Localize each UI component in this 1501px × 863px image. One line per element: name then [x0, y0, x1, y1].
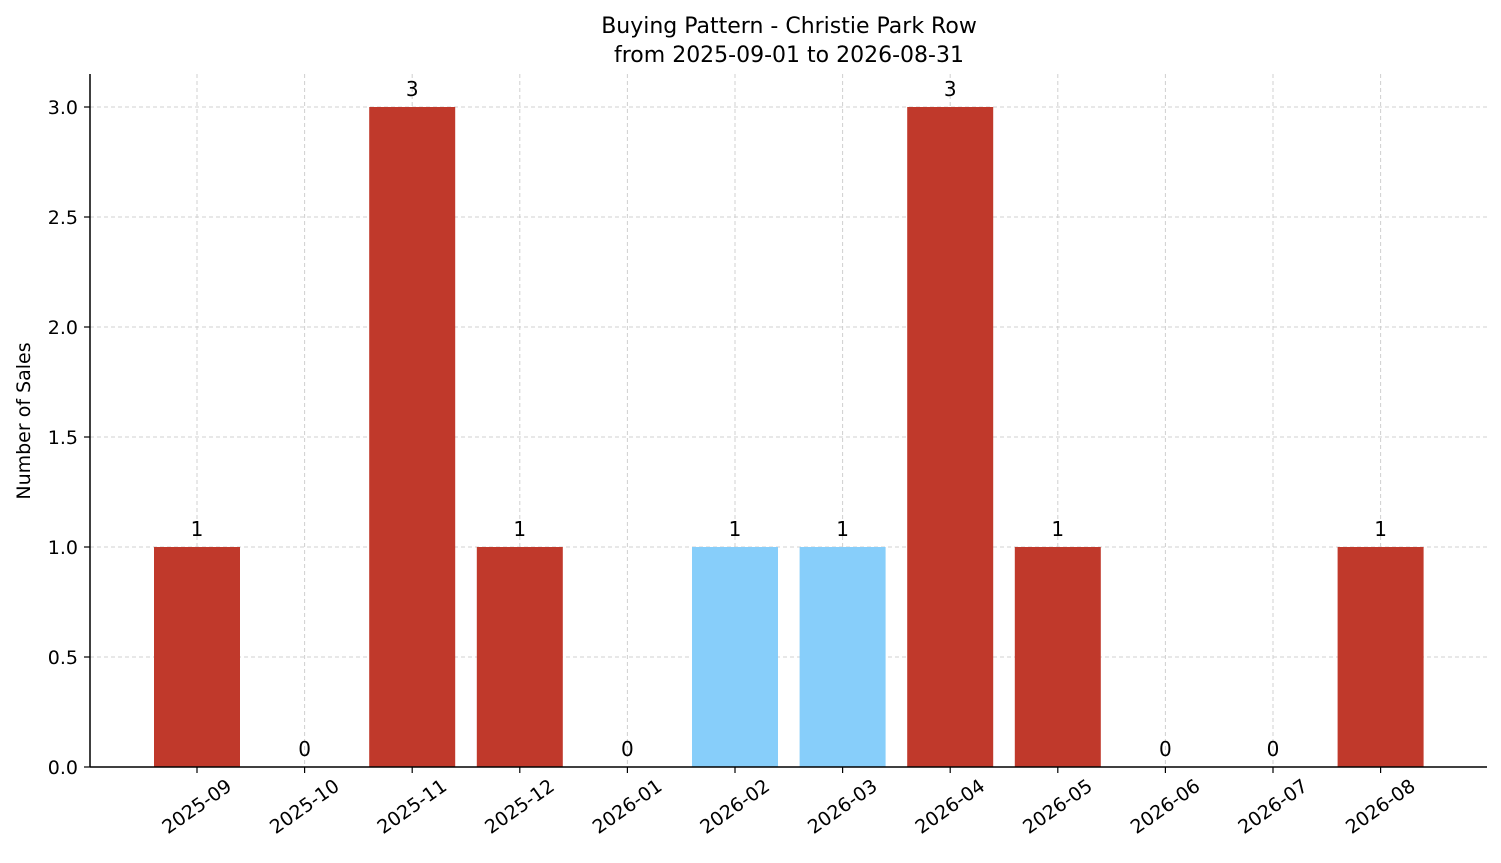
- x-tick-label: 2026-01: [589, 775, 667, 839]
- bar-value-label: 1: [836, 517, 849, 541]
- x-tick-label: 2026-03: [804, 775, 882, 839]
- y-tick-label: 0.0: [48, 757, 78, 779]
- x-tick-label: 2026-08: [1342, 775, 1420, 839]
- bar: [154, 547, 240, 767]
- x-tick-label: 2026-05: [1019, 775, 1097, 839]
- x-tick-label: 2025-12: [481, 775, 559, 839]
- y-tick-label: 2.0: [48, 317, 78, 339]
- axes: [84, 74, 1487, 773]
- bar: [476, 547, 563, 767]
- bar: [1014, 547, 1101, 767]
- y-axis-label: Number of Sales: [13, 342, 35, 499]
- y-tick-label: 1.0: [48, 537, 78, 559]
- bar-value-label: 3: [406, 77, 419, 101]
- x-tick-label: 2025-09: [158, 775, 236, 839]
- x-tick-label: 2026-07: [1234, 775, 1312, 839]
- bar-value-label: 1: [513, 517, 526, 541]
- bar-value-label: 0: [621, 737, 634, 761]
- bar-value-label: 0: [1159, 737, 1172, 761]
- bar: [369, 107, 456, 767]
- y-tick-label: 1.5: [48, 427, 78, 449]
- bar-value-label: 1: [1374, 517, 1387, 541]
- chart-title: Buying Pattern - Christie Park Row: [601, 14, 977, 39]
- y-tick-label: 0.5: [48, 647, 78, 669]
- bar-value-label: 1: [191, 517, 204, 541]
- bar: [1337, 547, 1424, 767]
- bar-value-label: 0: [1267, 737, 1280, 761]
- grid-lines: [90, 74, 1487, 768]
- bar-value-label: 0: [298, 737, 311, 761]
- x-tick-label: 2026-02: [696, 775, 774, 839]
- x-tick-label: 2025-10: [266, 775, 344, 839]
- bar-value-label: 1: [1051, 517, 1064, 541]
- x-tick-label: 2026-04: [911, 775, 989, 839]
- x-tick-label: 2026-06: [1127, 775, 1205, 839]
- x-tick-label: 2025-11: [373, 775, 451, 839]
- bar: [799, 547, 886, 767]
- bar-value-labels: 1 0 3 1 0 1 1 3 1 0 0 1: [191, 77, 1387, 761]
- chart-subtitle: from 2025-09-01 to 2026-08-31: [614, 43, 964, 68]
- bar: [907, 107, 994, 767]
- bar-value-label: 1: [729, 517, 742, 541]
- bar: [692, 547, 778, 767]
- y-tick-label: 2.5: [48, 207, 78, 229]
- bar-value-label: 3: [944, 77, 957, 101]
- bars: [154, 107, 1424, 767]
- y-tick-label: 3.0: [48, 97, 78, 119]
